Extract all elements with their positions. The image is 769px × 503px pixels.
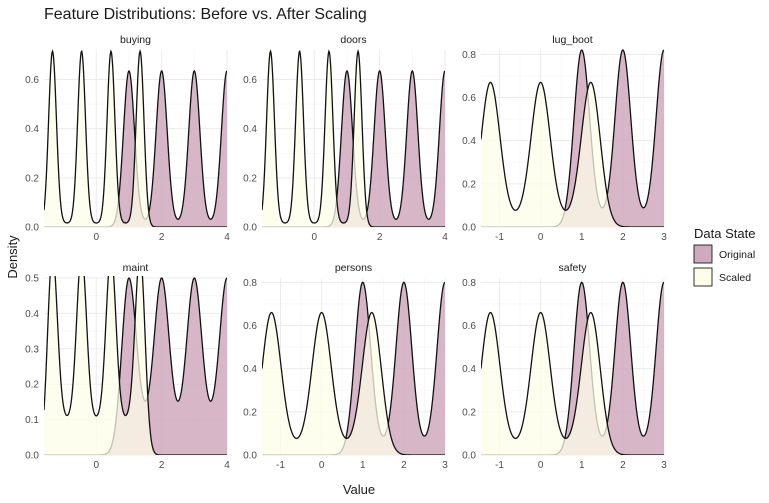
strip-label-persons: persons bbox=[335, 262, 372, 274]
y-tick-label: 0.2 bbox=[462, 179, 476, 190]
y-tick-label: 0.8 bbox=[462, 50, 476, 61]
legend-title: Data State bbox=[694, 226, 755, 241]
x-tick-label: 0 bbox=[94, 232, 100, 243]
y-tick-label: 0.6 bbox=[25, 75, 39, 86]
y-tick-label: 0.6 bbox=[243, 75, 257, 86]
x-tick-label: 3 bbox=[661, 460, 667, 471]
x-tick-label: 3 bbox=[442, 460, 448, 471]
plot-area-lug-boot bbox=[481, 49, 664, 227]
density-area-original-safety bbox=[481, 282, 664, 455]
y-tick-label: 0.2 bbox=[25, 173, 39, 184]
y-tick-label: 0.2 bbox=[462, 407, 476, 418]
density-line-scaled-doors bbox=[262, 49, 445, 227]
x-tick-label: 0 bbox=[538, 460, 544, 471]
density-line-scaled-buying bbox=[44, 49, 227, 227]
facet-buying: buying 0 2 4 0.0 0.2 0.4 0.6 bbox=[25, 34, 230, 243]
y-tick-label: 0.4 bbox=[25, 124, 39, 135]
x-tick-label: 2 bbox=[620, 460, 626, 471]
density-area-scaled-persons bbox=[262, 312, 445, 455]
x-axis-title: Value bbox=[343, 482, 375, 497]
facet-maint: maint 0 2 4 0.0 0.1 0.2 0.3 0.4 0.5 bbox=[25, 262, 230, 471]
facet-persons: persons -1 0 1 2 3 0.0 0.2 0.4 0.6 0.8 bbox=[243, 262, 448, 471]
y-tick-label: 0.6 bbox=[462, 321, 476, 332]
plot-area-persons bbox=[262, 281, 445, 455]
chart-title: Feature Distributions: Before vs. After … bbox=[44, 6, 367, 23]
y-axis-title: Density bbox=[5, 235, 20, 279]
density-area-original-lug-boot bbox=[481, 50, 664, 227]
y-tick-label: 0.0 bbox=[25, 451, 39, 462]
plot-area-buying bbox=[44, 49, 227, 227]
strip-label-maint: maint bbox=[123, 262, 149, 274]
y-tick-label: 0.1 bbox=[25, 415, 39, 426]
y-tick-label: 0.4 bbox=[243, 364, 257, 375]
legend: Data State Original Scaled bbox=[693, 226, 755, 287]
density-line-original-persons bbox=[262, 281, 445, 455]
x-tick-label: -1 bbox=[495, 232, 504, 243]
x-tick-label: 2 bbox=[620, 232, 626, 243]
y-tick-label: 0.3 bbox=[25, 344, 39, 355]
density-area-scaled-maint bbox=[44, 276, 227, 455]
density-line-scaled-maint bbox=[44, 276, 227, 455]
y-tick-label: 0.8 bbox=[462, 278, 476, 289]
y-tick-label: 0.0 bbox=[243, 223, 257, 234]
x-tick-label: 0 bbox=[312, 232, 318, 243]
density-line-scaled-safety bbox=[481, 311, 664, 455]
x-tick-label: -1 bbox=[495, 460, 504, 471]
y-tick-label: 0.4 bbox=[25, 309, 39, 320]
y-tick-label: 0.2 bbox=[25, 380, 39, 391]
x-tick-label: 0 bbox=[319, 460, 325, 471]
x-tick-label: 2 bbox=[401, 460, 407, 471]
y-tick-label: 0.6 bbox=[462, 93, 476, 104]
density-line-original-lug-boot bbox=[481, 49, 664, 227]
y-tick-label: 0.0 bbox=[25, 223, 39, 234]
y-tick-label: 0.0 bbox=[243, 451, 257, 462]
x-tick-label: 4 bbox=[224, 460, 230, 471]
strip-label-lug-boot: lug_boot bbox=[552, 34, 592, 46]
x-tick-label: 3 bbox=[661, 232, 667, 243]
facet-lug-boot: lug_boot -1 0 1 2 3 0.0 0.2 0.4 0.6 0.8 bbox=[462, 34, 667, 243]
y-tick-label: 0.2 bbox=[243, 407, 257, 418]
density-area-scaled-lug-boot bbox=[481, 82, 664, 227]
y-tick-label: 0.0 bbox=[462, 451, 476, 462]
x-tick-label: 0 bbox=[538, 232, 544, 243]
x-tick-label: 4 bbox=[442, 232, 448, 243]
x-tick-label: 2 bbox=[159, 232, 165, 243]
x-tick-label: 1 bbox=[579, 460, 585, 471]
y-tick-label: 0.5 bbox=[25, 274, 39, 285]
x-tick-label: 1 bbox=[579, 232, 585, 243]
strip-label-buying: buying bbox=[120, 34, 151, 46]
density-line-scaled-persons bbox=[262, 311, 445, 455]
x-tick-label: 1 bbox=[360, 460, 366, 471]
density-area-scaled-safety bbox=[481, 312, 664, 455]
legend-key-scaled bbox=[693, 267, 713, 287]
facet-safety: safety -1 0 1 2 3 0.0 0.2 0.4 0.6 0.8 bbox=[462, 262, 667, 471]
x-tick-label: 4 bbox=[224, 232, 230, 243]
y-tick-label: 0.4 bbox=[462, 136, 476, 147]
plot-area-maint bbox=[44, 276, 227, 455]
density-area-original-persons bbox=[262, 282, 445, 455]
legend-label-original: Original bbox=[719, 249, 755, 261]
x-tick-label: 2 bbox=[377, 232, 383, 243]
y-tick-label: 0.4 bbox=[243, 124, 257, 135]
legend-key-original bbox=[693, 244, 713, 264]
density-line-scaled-lug-boot bbox=[481, 81, 664, 227]
x-tick-label: 2 bbox=[159, 460, 165, 471]
strip-label-safety: safety bbox=[558, 262, 587, 274]
facet-panels: buying 0 2 4 0.0 0.2 0.4 0.6 doors 0 2 4 0.0 0.2 0.4 0.… bbox=[25, 34, 667, 471]
facet-doors: doors 0 2 4 0.0 0.2 0.4 0.6 bbox=[243, 34, 448, 243]
y-tick-label: 0.4 bbox=[462, 364, 476, 375]
strip-label-doors: doors bbox=[340, 34, 366, 46]
y-tick-label: 0.2 bbox=[243, 173, 257, 184]
x-tick-label: -1 bbox=[276, 460, 285, 471]
legend-label-scaled: Scaled bbox=[719, 272, 751, 284]
y-tick-label: 0.6 bbox=[243, 321, 257, 332]
density-line-original-safety bbox=[481, 281, 664, 455]
plot-area-doors bbox=[262, 49, 445, 227]
y-tick-label: 0.0 bbox=[462, 223, 476, 234]
x-tick-label: 0 bbox=[94, 460, 100, 471]
plot-area-safety bbox=[481, 281, 664, 455]
y-tick-label: 0.8 bbox=[243, 278, 257, 289]
